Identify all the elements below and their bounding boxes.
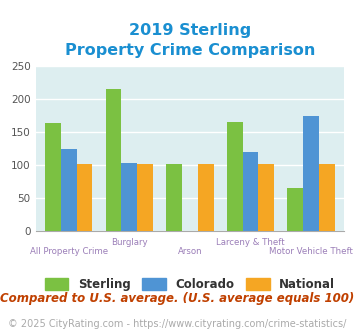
Bar xyxy=(288,188,303,231)
Bar xyxy=(77,164,92,231)
Title: 2019 Sterling
Property Crime Comparison: 2019 Sterling Property Crime Comparison xyxy=(65,23,315,58)
Bar xyxy=(303,115,319,231)
Text: Burglary: Burglary xyxy=(111,238,148,247)
Legend: Sterling, Colorado, National: Sterling, Colorado, National xyxy=(40,273,340,296)
Bar xyxy=(258,164,274,231)
Bar xyxy=(137,164,153,231)
Bar xyxy=(166,164,182,231)
Bar xyxy=(198,164,214,231)
Text: Larceny & Theft: Larceny & Theft xyxy=(216,238,285,247)
Bar xyxy=(242,152,258,231)
Text: © 2025 CityRating.com - https://www.cityrating.com/crime-statistics/: © 2025 CityRating.com - https://www.city… xyxy=(8,319,347,329)
Bar xyxy=(61,148,77,231)
Bar xyxy=(121,163,137,231)
Bar xyxy=(45,123,61,231)
Text: Arson: Arson xyxy=(178,248,202,256)
Text: Motor Vehicle Theft: Motor Vehicle Theft xyxy=(269,248,353,256)
Bar xyxy=(319,164,335,231)
Text: All Property Crime: All Property Crime xyxy=(30,248,108,256)
Bar xyxy=(227,122,242,231)
Text: Compared to U.S. average. (U.S. average equals 100): Compared to U.S. average. (U.S. average … xyxy=(0,292,355,305)
Bar xyxy=(106,89,121,231)
